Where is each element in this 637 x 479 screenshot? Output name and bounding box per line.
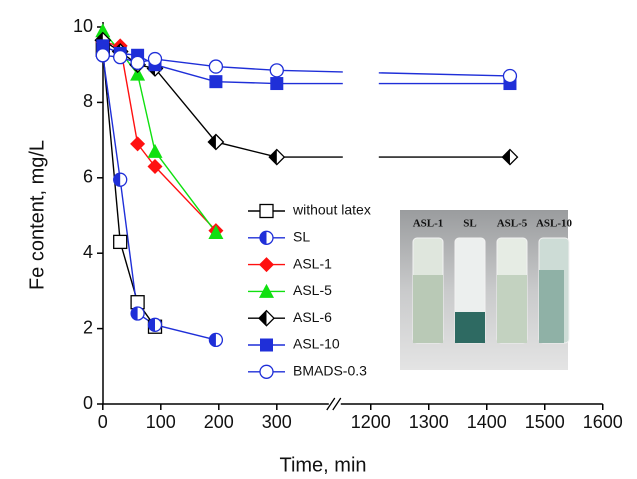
marker: [147, 51, 163, 67]
marker: [259, 257, 274, 273]
marker: [130, 66, 146, 81]
legend-label: SL: [293, 229, 310, 245]
inset-label: ASL-5: [497, 218, 528, 230]
x-tick-label: 1200: [351, 412, 391, 432]
y-axis-label: Fe content, mg/L: [26, 140, 48, 290]
marker: [208, 332, 224, 348]
line-break-gap: [342, 27, 379, 277]
marker: [268, 148, 286, 166]
marker: [130, 136, 146, 152]
x-tick-label: 1300: [409, 412, 449, 432]
marker: [260, 338, 273, 352]
marker: [113, 50, 128, 65]
y-tick-label: 4: [83, 242, 93, 262]
marker: [259, 230, 274, 245]
x-tick-label: 300: [262, 412, 292, 432]
x-tick-label: 0: [98, 412, 108, 432]
x-tick-label: 1600: [583, 412, 623, 432]
legend-label: BMADS-0.3: [293, 363, 367, 379]
marker: [147, 143, 163, 158]
x-tick-label: 200: [204, 412, 234, 432]
legend-label: ASL-6: [293, 309, 332, 325]
marker: [113, 172, 128, 187]
marker: [130, 306, 145, 321]
marker: [259, 283, 274, 298]
y-tick-label: 10: [73, 16, 93, 36]
inset-label: ASL-1: [413, 218, 444, 230]
x-axis-label: Time, min: [279, 454, 366, 476]
marker: [501, 148, 519, 166]
inset-label: ASL-10: [536, 218, 573, 230]
series-line: [102, 54, 510, 77]
y-tick-label: 0: [83, 393, 93, 413]
marker: [147, 317, 163, 332]
series-line: [102, 45, 510, 85]
marker: [270, 77, 284, 91]
marker: [259, 364, 274, 379]
inset-label: SL: [463, 218, 476, 230]
marker: [209, 75, 223, 89]
marker: [502, 68, 518, 84]
marker: [269, 63, 284, 78]
marker: [258, 309, 275, 327]
series-line: [102, 49, 156, 328]
y-tick-label: 8: [83, 91, 93, 111]
marker: [95, 48, 110, 63]
inset-photo: [400, 210, 570, 370]
x-tick-label: 1500: [525, 412, 565, 432]
marker: [113, 234, 128, 250]
marker: [147, 158, 163, 174]
marker: [208, 59, 224, 74]
legend-label: ASL-10: [293, 336, 340, 352]
marker: [207, 133, 225, 151]
legend-label: ASL-5: [293, 282, 332, 298]
x-tick-label: 1400: [467, 412, 507, 432]
legend-label: ASL-1: [293, 255, 332, 271]
y-tick-label: 2: [83, 317, 93, 337]
marker: [259, 203, 274, 219]
series-line: [102, 55, 217, 341]
marker: [130, 55, 145, 70]
series-line: [102, 39, 510, 158]
axis-break: [326, 397, 342, 411]
marker: [208, 224, 224, 239]
legend-label: without latex: [292, 202, 371, 218]
y-tick-label: 6: [83, 167, 93, 187]
x-tick-label: 100: [146, 412, 176, 432]
marker: [95, 23, 111, 38]
